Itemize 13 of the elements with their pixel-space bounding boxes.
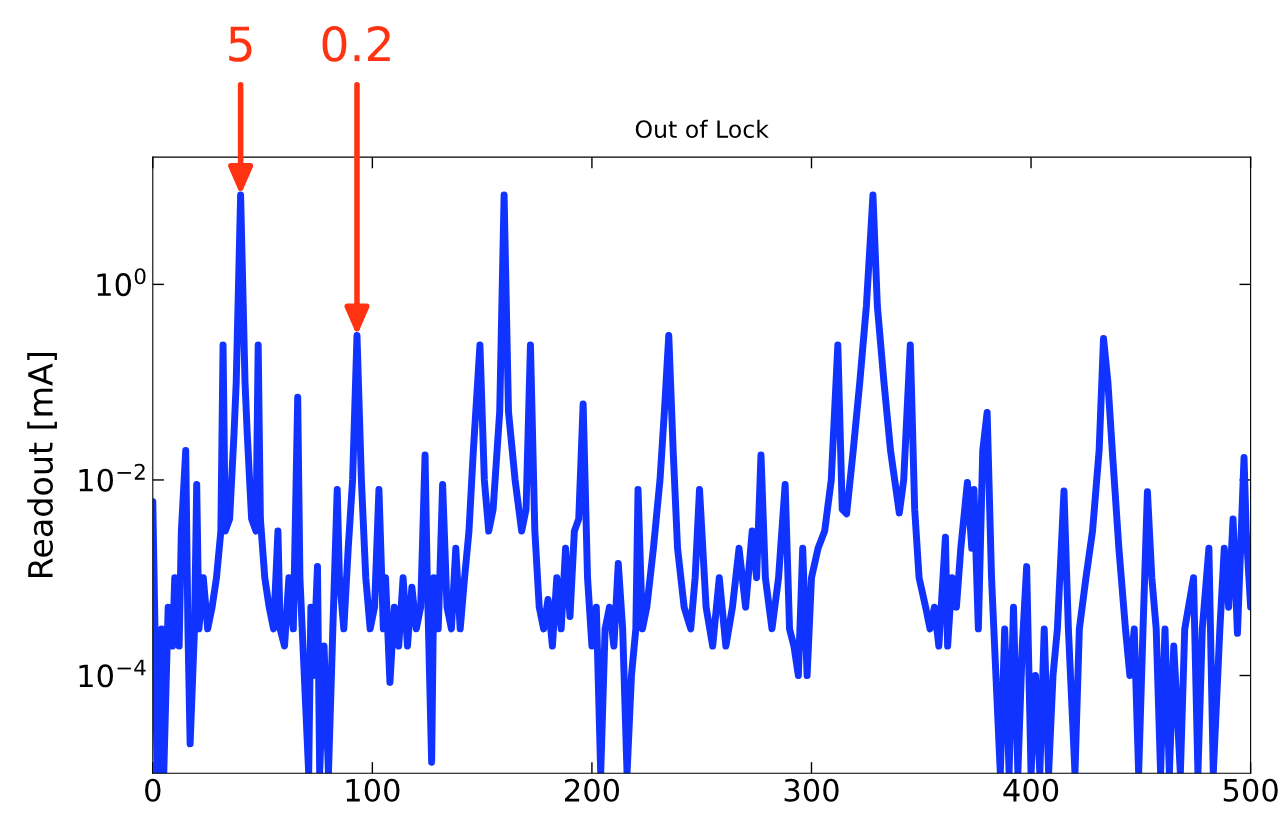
y-tick-label: 10$^{0}$	[97, 268, 146, 297]
chart-title: Out of Lock	[635, 119, 769, 139]
y-axis-title: Readout [mA]	[27, 352, 57, 578]
x-tick-label: 400	[1003, 778, 1059, 802]
annotation: 0.2	[322, 26, 390, 62]
x-tick-label: 200	[565, 778, 620, 802]
y-tick-label: 10$^{−2}$	[79, 463, 145, 492]
x-tick-label: 500	[1223, 778, 1278, 802]
annotation: 5	[229, 26, 252, 62]
x-tick-label: 0	[145, 778, 161, 802]
y-tick-label: 10$^{−4}$	[79, 659, 146, 688]
x-tick-label: 100	[346, 778, 400, 802]
x-tick-label: 300	[784, 778, 839, 802]
